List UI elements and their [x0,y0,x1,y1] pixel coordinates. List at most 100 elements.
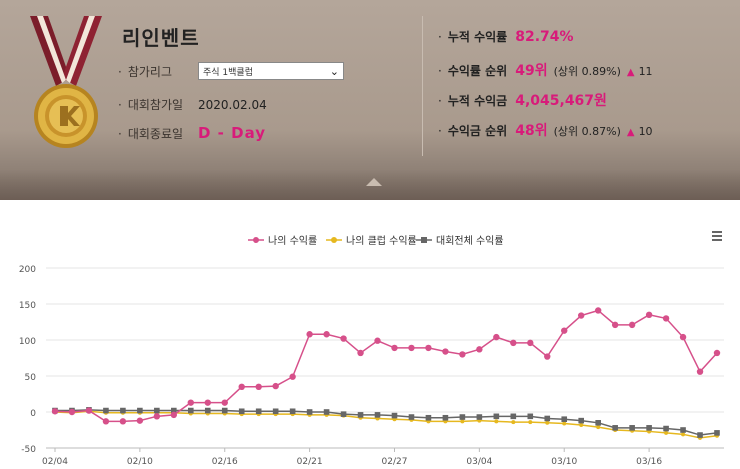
stat-return-rank: · 수익률 순위 49위 (상위 0.89%) ▲ 11 [438,60,653,80]
x-tick-label: 03/16 [636,457,662,467]
data-point [391,344,398,352]
data-point [289,408,296,415]
data-point [545,420,550,425]
data-point [476,346,483,353]
data-point [493,413,500,420]
data-point [681,432,686,437]
y-tick-label: 100 [19,337,36,347]
join-date-row: 대회참가일 2020.02.04 [118,96,267,113]
data-point [562,421,567,426]
medal-icon [30,16,102,148]
data-point [611,321,619,329]
data-point [595,420,601,426]
y-tick-label: 150 [19,301,36,311]
data-point [425,344,432,352]
rank-up-icon: ▲ [626,127,635,138]
legend-marker [331,237,337,243]
series-line [55,409,718,436]
data-point [340,335,347,342]
stat-value: 82.74% [515,29,574,45]
end-date-label: 대회종료일 [118,125,198,142]
x-tick-label: 02/16 [212,457,238,467]
series-line [54,410,718,439]
data-point [476,414,483,420]
header-divider [422,16,423,156]
data-point [714,430,720,436]
data-point [154,407,160,414]
stat-label: 누적 수익률 [447,30,508,44]
stat-label: 누적 수익금 [447,94,508,108]
data-point [255,408,262,415]
data-point [391,412,398,419]
league-row: 참가리그 주식 1백클럽 ⌄ [118,62,344,80]
stat-percentile: (상위 0.89%) [553,65,621,78]
stat-label: 수익률 순위 [447,64,508,78]
stat-total-profit: · 누적 수익금 4,045,467원 [438,90,613,110]
data-point [85,407,93,414]
data-point [510,413,517,420]
league-label: 참가리그 [118,63,198,80]
end-date-row: 대회종료일 D - Day [118,124,266,142]
data-point [340,411,347,417]
data-point [494,419,499,424]
x-tick-label: 02/04 [42,457,68,467]
data-point [204,407,211,414]
data-point [544,353,551,360]
legend-label: 나의 클럽 수익률 [346,235,417,247]
chevron-down-icon: ⌄ [329,64,339,78]
data-point [646,425,652,431]
data-point [323,331,330,338]
data-point [442,348,449,355]
end-date-value: D - Day [198,124,267,142]
data-point [170,411,178,419]
data-point [527,413,534,420]
data-point [579,422,584,427]
data-point [238,408,245,415]
league-select-value: 주식 1백클럽 [203,67,253,78]
data-point [289,373,296,380]
data-point [103,407,109,414]
data-point [594,307,602,314]
data-point [510,339,517,347]
y-tick-label: 0 [30,409,36,419]
data-point [662,315,670,322]
data-point [323,409,330,415]
rank-change: 11 [638,65,653,78]
legend-label: 나의 수익률 [268,235,317,247]
data-point [255,383,262,390]
data-point [664,430,669,435]
legend-label: 대회전체 수익률 [436,235,504,247]
legend-marker [421,237,427,243]
data-point [528,420,533,425]
data-point [425,414,432,421]
x-tick-label: 03/04 [466,457,492,467]
data-point [493,333,500,341]
y-tick-label: 50 [25,373,37,383]
header-notch [366,178,382,186]
data-point [187,399,194,406]
stat-percentile: (상위 0.87%) [553,125,621,138]
stat-value: 49위 [515,63,548,79]
data-point [120,407,126,414]
data-point [544,415,551,422]
data-point [442,414,449,421]
data-point [527,339,534,347]
data-point [561,416,568,422]
username: 리인벤트 [122,26,200,50]
x-tick-label: 02/27 [382,457,408,467]
rank-up-icon: ▲ [626,67,635,78]
data-point [578,417,585,424]
x-tick-label: 02/21 [297,457,323,467]
data-point [679,333,687,341]
return-chart: 200 150 100 50 0 -50 02/04 02/10 02/16 02/21 02/27… [19,235,724,467]
series-line [54,309,718,423]
data-point [51,408,59,415]
data-point [374,337,381,344]
league-select[interactable]: 주식 1백클럽 ⌄ [198,62,344,80]
data-point [272,408,279,415]
stat-profit-rank: · 수익금 순위 48위 (상위 0.87%) ▲ 10 [438,120,653,140]
chart-menu-icon[interactable] [712,231,722,241]
join-date-label: 대회참가일 [118,96,198,113]
join-date-value: 2020.02.04 [198,97,267,112]
data-point [171,407,177,414]
